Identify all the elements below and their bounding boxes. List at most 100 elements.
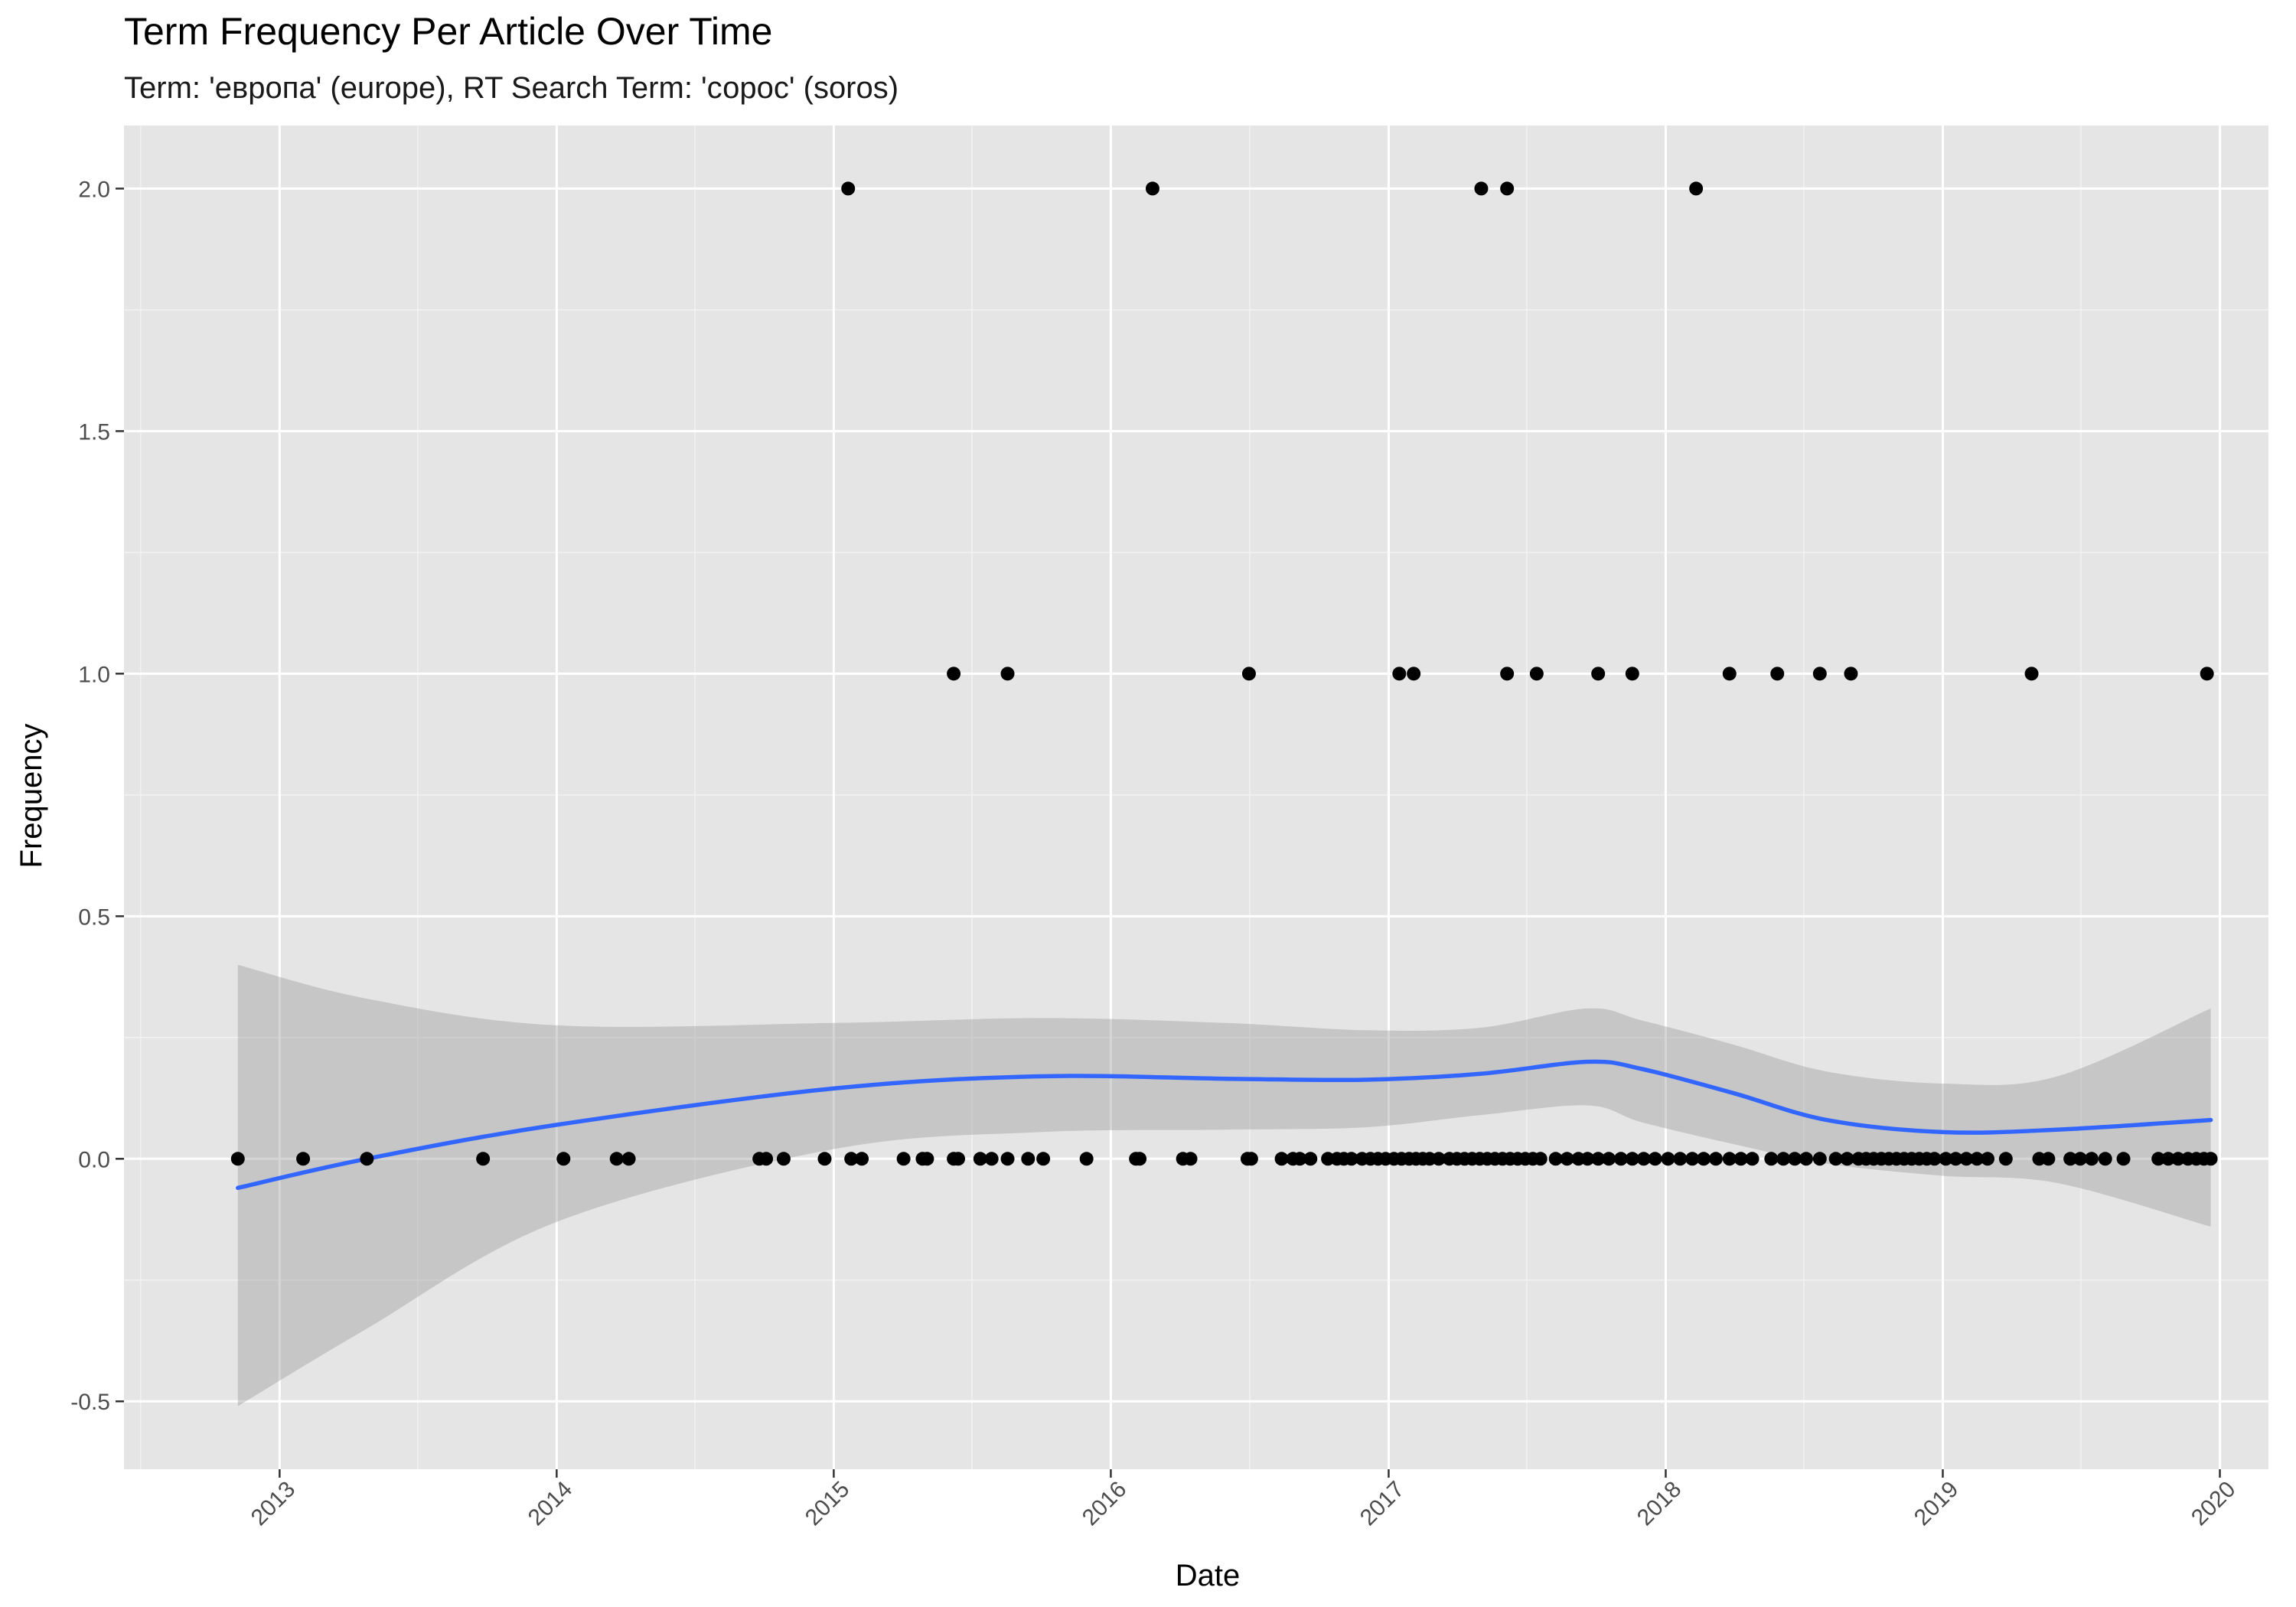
- major-gridlines: [124, 125, 2268, 1469]
- data-point: [1344, 1152, 1358, 1166]
- data-point: [1689, 181, 1704, 196]
- data-point: [1788, 1152, 1802, 1166]
- data-point: [1625, 667, 1639, 681]
- data-point: [2151, 1152, 2166, 1166]
- data-point: [1021, 1152, 1035, 1166]
- data-point: [1981, 1152, 1995, 1166]
- data-point: [984, 1152, 999, 1166]
- data-point: [1764, 1152, 1779, 1166]
- data-point: [951, 1152, 966, 1166]
- data-point: [1939, 1152, 1953, 1166]
- data-point: [817, 1152, 832, 1166]
- points-layer: [230, 181, 2218, 1166]
- data-point: [1708, 1152, 1723, 1166]
- data-point: [609, 1152, 624, 1166]
- data-point: [1392, 667, 1407, 681]
- y-tick-label: 1.5: [78, 419, 110, 445]
- confidence-band: [237, 964, 2211, 1407]
- x-tick-label: 2019: [1910, 1477, 1964, 1531]
- data-point: [621, 1152, 636, 1166]
- data-point: [947, 667, 961, 681]
- data-point: [841, 181, 856, 196]
- data-point: [1722, 1152, 1737, 1166]
- data-point: [1407, 667, 1421, 681]
- data-point: [2098, 1152, 2112, 1166]
- x-tick-label: 2018: [1632, 1477, 1687, 1531]
- data-point: [1000, 667, 1015, 681]
- data-point: [1580, 1152, 1595, 1166]
- y-tick-label: -0.5: [70, 1390, 110, 1415]
- data-point: [759, 1152, 774, 1166]
- data-point: [1303, 1152, 1318, 1166]
- data-point: [1500, 667, 1515, 681]
- x-tick-label: 2013: [246, 1477, 301, 1531]
- data-point: [230, 1152, 245, 1166]
- data-point: [973, 1152, 987, 1166]
- data-point: [2024, 667, 2039, 681]
- data-point: [1613, 1152, 1628, 1166]
- data-point: [2203, 1152, 2218, 1166]
- data-point: [1828, 1152, 1843, 1166]
- data-point: [1770, 667, 1785, 681]
- smooth-line-layer: [236, 1059, 2213, 1191]
- data-point: [1548, 1152, 1563, 1166]
- data-point: [1959, 1152, 1974, 1166]
- data-point: [896, 1152, 911, 1166]
- data-point: [1079, 1152, 1094, 1166]
- data-point: [2200, 667, 2214, 681]
- data-point: [1145, 181, 1159, 196]
- data-point: [1000, 1152, 1015, 1166]
- data-point: [1812, 667, 1827, 681]
- data-point: [1636, 1152, 1651, 1166]
- data-point: [1474, 181, 1489, 196]
- data-point: [1293, 1152, 1307, 1166]
- data-point: [1745, 1152, 1760, 1166]
- data-point: [2084, 1152, 2099, 1166]
- data-point: [2063, 1152, 2078, 1166]
- x-tick-label: 2016: [1078, 1477, 1132, 1531]
- data-point: [476, 1152, 491, 1166]
- y-tick-label: 0.5: [78, 905, 110, 930]
- data-point: [1697, 1152, 1711, 1166]
- x-tick-label: 2014: [523, 1477, 578, 1531]
- data-point: [296, 1152, 311, 1166]
- data-point: [1799, 1152, 1813, 1166]
- data-point: [1036, 1152, 1051, 1166]
- data-point: [1661, 1152, 1675, 1166]
- data-point: [1133, 1152, 1147, 1166]
- data-point: [855, 1152, 869, 1166]
- data-point: [1183, 1152, 1198, 1166]
- data-point: [1431, 1152, 1446, 1166]
- x-tick-label: 2017: [1355, 1477, 1410, 1531]
- data-point: [1241, 667, 1256, 681]
- data-point: [1244, 1152, 1258, 1166]
- data-point: [1625, 1152, 1639, 1166]
- data-point: [1591, 667, 1606, 681]
- data-point: [1533, 1152, 1548, 1166]
- plot-panel: [124, 125, 2268, 1469]
- y-tick-label: 2.0: [78, 177, 110, 202]
- y-axis: -0.5 0.0 0.5 1.0 1.5 2.0: [70, 177, 124, 1415]
- data-point: [1840, 1152, 1854, 1166]
- y-tick-label: 0.0: [78, 1147, 110, 1172]
- data-point: [1274, 1152, 1289, 1166]
- data-point: [844, 1152, 859, 1166]
- data-point: [920, 1152, 934, 1166]
- chart-title: Term Frequency Per Article Over Time: [124, 10, 772, 53]
- data-point: [360, 1152, 374, 1166]
- data-point: [2161, 1152, 2176, 1166]
- data-point: [1844, 667, 1858, 681]
- data-point: [776, 1152, 791, 1166]
- data-point: [2170, 1152, 2185, 1166]
- data-point: [1949, 1152, 1963, 1166]
- smooth-fit-line: [236, 1059, 2213, 1191]
- data-point: [1560, 1152, 1574, 1166]
- data-point: [1927, 1152, 1942, 1166]
- data-point: [2116, 1152, 2131, 1166]
- x-axis: 2013 2014 2015 2016 2017 2018 2019 2020: [246, 1469, 2241, 1531]
- data-point: [1648, 1152, 1662, 1166]
- data-point: [1602, 1152, 1616, 1166]
- data-point: [1970, 1152, 1985, 1166]
- x-tick-label: 2020: [2187, 1477, 2241, 1531]
